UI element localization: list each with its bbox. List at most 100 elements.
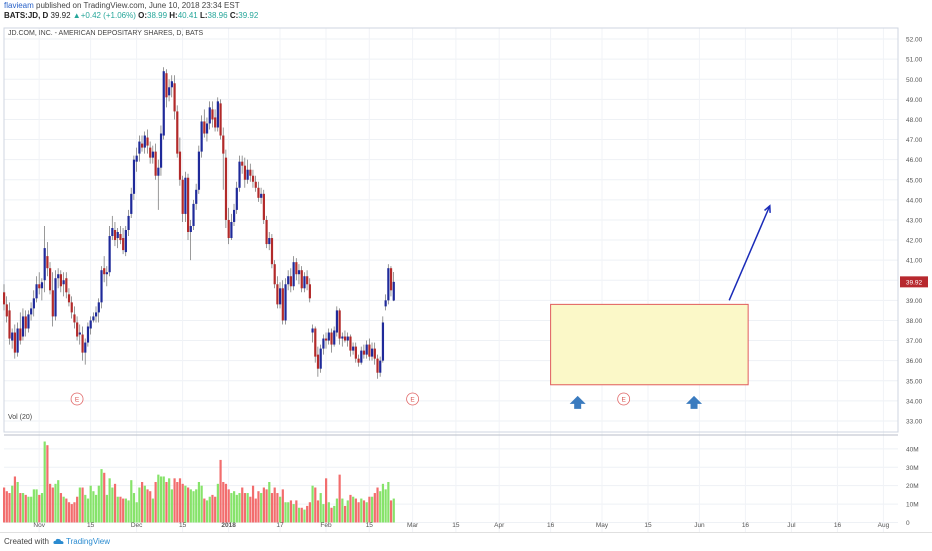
candle-body xyxy=(11,332,14,341)
candle-body xyxy=(168,87,171,96)
volume-bar xyxy=(86,498,90,523)
grid-lines xyxy=(4,28,898,532)
close-value: 39.92 xyxy=(238,11,259,20)
volume-bar xyxy=(70,504,73,523)
volume-bar xyxy=(270,493,274,523)
volume-bar xyxy=(297,507,301,523)
volume-bar xyxy=(314,487,317,523)
candle-body xyxy=(122,238,125,251)
volume-bar xyxy=(214,496,217,523)
volume-bar xyxy=(105,494,109,523)
volume-bar xyxy=(149,491,152,523)
price-tick-label: 44.00 xyxy=(906,197,923,204)
low-label: L: xyxy=(199,11,208,20)
volume-bar xyxy=(30,496,33,523)
volume-bar xyxy=(379,491,382,523)
time-tick-label: Feb xyxy=(320,522,332,529)
candle-body xyxy=(211,109,214,120)
time-tick-label: Aug xyxy=(878,522,890,529)
volume-bar xyxy=(154,482,157,523)
candle-body xyxy=(132,159,136,194)
candle-body xyxy=(260,193,263,198)
volume-bar xyxy=(16,482,19,523)
volume-bar xyxy=(311,485,314,523)
candle-body xyxy=(322,338,325,349)
candle-body xyxy=(316,354,320,369)
price-chart[interactable]: E E E 52.00 51.00 50.00 49.00 48.00 47.00 46.00 4… xyxy=(0,22,932,532)
time-tick-label: 15 xyxy=(87,522,95,529)
candle-body xyxy=(387,268,390,301)
author-link[interactable]: flavieam xyxy=(4,1,34,10)
candle-body xyxy=(162,71,165,136)
publish-line: flavieam published on TradingView.com, J… xyxy=(4,1,240,10)
candle-body xyxy=(176,111,179,154)
volume-bar xyxy=(295,500,298,523)
candle-body xyxy=(173,83,176,112)
candle-body xyxy=(238,161,241,188)
symbol-legend: BATS:JD, D 39.92 ▲+0.42 (+1.06%) O:38.99… xyxy=(4,11,258,20)
time-tick-label: 15 xyxy=(179,522,187,529)
candle-body xyxy=(243,165,247,180)
volume-bar xyxy=(173,478,176,523)
candle-body xyxy=(222,135,225,154)
volume-bar xyxy=(360,498,363,523)
chart-header: flavieam published on TradingView.com, J… xyxy=(0,0,932,22)
footer: Created with TradingView xyxy=(0,532,932,551)
volume-bar xyxy=(19,493,22,523)
up-arrow-icon xyxy=(569,395,586,409)
candle-body xyxy=(349,336,352,351)
candle-body xyxy=(141,143,144,148)
volume-bar xyxy=(284,502,287,523)
price-axis[interactable]: 52.00 51.00 50.00 49.00 48.00 47.00 46.00 45.00… xyxy=(900,37,928,426)
price-tick-label: 39.00 xyxy=(906,298,923,305)
time-tick-label: May xyxy=(596,522,609,529)
price-tick-label: 33.00 xyxy=(906,418,923,425)
candle-body xyxy=(19,328,22,341)
candle-body xyxy=(124,230,127,253)
price-tick-label: 51.00 xyxy=(906,57,923,64)
volume-bar xyxy=(11,485,14,523)
volume-bar xyxy=(51,487,54,523)
time-axis[interactable]: Nov 15 Dec 15 2018 17 Feb 15 Mar 15 Apr 16 May 15 Jun 1… xyxy=(33,522,889,529)
volume-bar xyxy=(135,502,138,523)
candle-body xyxy=(273,264,276,285)
earnings-marker-label: E xyxy=(622,397,627,404)
candle-body xyxy=(24,316,27,329)
volume-bar xyxy=(257,491,260,523)
candle-body xyxy=(157,167,160,176)
price-tick-label: 52.00 xyxy=(906,37,923,44)
candle-body xyxy=(8,310,11,339)
candle-body xyxy=(246,169,249,180)
volume-bar xyxy=(143,485,146,523)
volume-bar xyxy=(343,505,347,523)
volume-bar xyxy=(362,500,366,523)
candle-body xyxy=(203,121,206,134)
time-tick-label: 15 xyxy=(644,522,652,529)
candle-body xyxy=(143,135,146,148)
volume-bar xyxy=(319,493,322,523)
price-tick-label: 34.00 xyxy=(906,398,923,405)
candle-body xyxy=(116,232,119,239)
candle-body xyxy=(381,322,385,361)
candle-body xyxy=(276,284,279,305)
volume-bar xyxy=(233,491,236,523)
time-tick-label: Mar xyxy=(407,522,419,529)
volume-bar xyxy=(303,509,306,523)
tradingview-link[interactable]: TradingView xyxy=(66,537,111,546)
volume-bar xyxy=(322,504,325,523)
volume-bar xyxy=(159,476,163,523)
candle-body xyxy=(346,336,349,341)
volume-bar xyxy=(246,493,249,523)
volume-bar xyxy=(306,505,309,523)
candle-body xyxy=(165,73,168,98)
time-tick-label: 15 xyxy=(452,522,460,529)
candle-body xyxy=(13,332,17,353)
support-box xyxy=(550,303,749,386)
volume-bar xyxy=(32,489,35,523)
candle-body xyxy=(230,221,233,239)
candle-body xyxy=(16,328,19,353)
candle-body xyxy=(249,169,252,176)
volume-bar xyxy=(46,445,49,523)
volume-bar xyxy=(170,489,173,523)
volume-bar xyxy=(389,500,393,523)
